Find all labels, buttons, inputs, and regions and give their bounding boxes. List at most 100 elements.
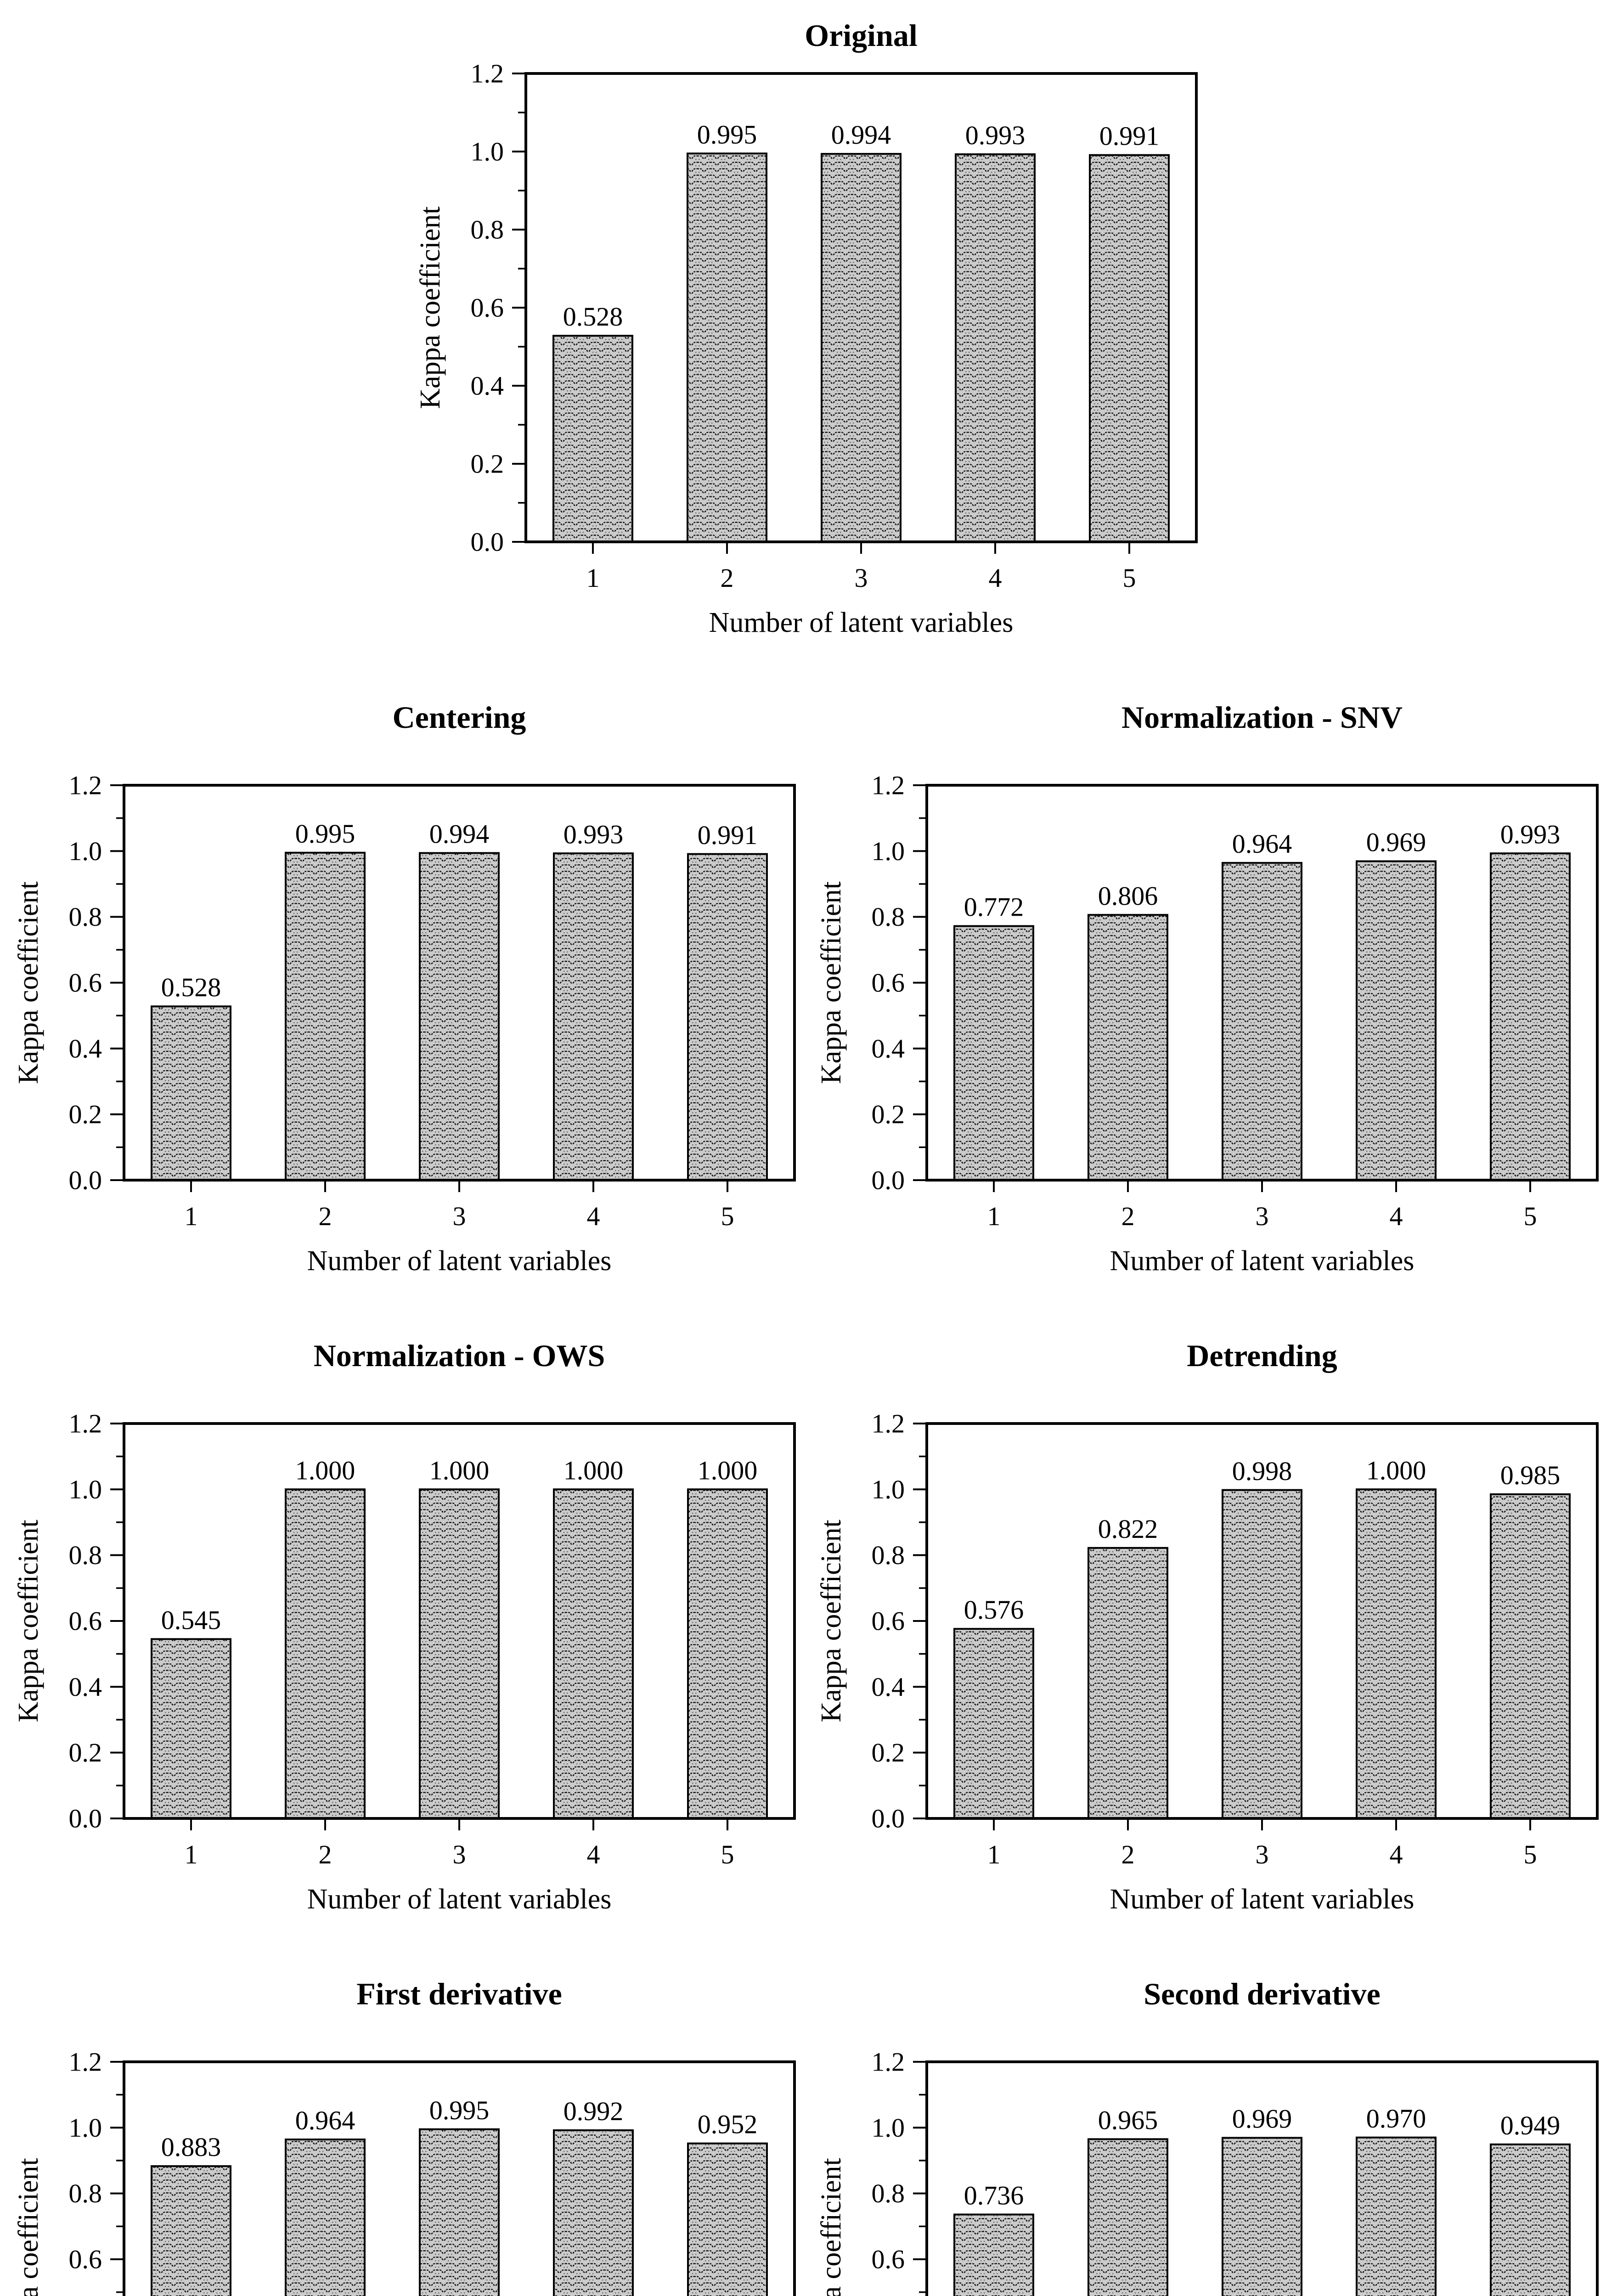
y-tick-label: 0.2 <box>69 1099 102 1129</box>
bar-value-label: 1.000 <box>1366 1455 1426 1485</box>
bar-chart-svg: Original 0.528 0.995 0.994 0.993 0.991 0.0 0.2 0… <box>415 18 1198 638</box>
y-tick-label: 0.8 <box>69 2178 102 2208</box>
y-tick-label: 1.0 <box>69 2113 102 2143</box>
bar-value-label: 0.806 <box>1098 881 1158 911</box>
y-tick-label: 1.2 <box>470 59 504 89</box>
y-tick-label: 0.2 <box>872 1099 905 1129</box>
bar-lv5 <box>687 853 768 1181</box>
bar-value-label: 0.991 <box>1099 121 1159 151</box>
y-tick-label: 1.2 <box>69 771 102 800</box>
y-tick-label: 0.6 <box>69 1606 102 1636</box>
y-tick-label: 1.0 <box>69 1474 102 1504</box>
y-tick-label: 0.0 <box>69 1804 102 1834</box>
chart-centering: Centering 0.528 0.995 0.994 0.993 0.991 0.0 0.2… <box>0 638 803 1277</box>
bar-value-label: 0.964 <box>295 2105 355 2135</box>
x-tick-label: 1 <box>586 563 599 593</box>
bar-lv5 <box>1490 1493 1571 1820</box>
chart-title: Normalization - OWS <box>314 1338 605 1373</box>
x-tick-label: 1 <box>987 1201 1001 1231</box>
bar-lv5 <box>1490 2143 1571 2296</box>
x-tick-label: 3 <box>854 563 868 593</box>
bar-value-label: 1.000 <box>564 1455 624 1485</box>
bar-value-label: 0.993 <box>564 819 624 849</box>
bar-lv5 <box>1088 154 1170 543</box>
x-axis-label: Number of latent variables <box>709 607 1013 638</box>
bar-lv3 <box>1222 2137 1302 2296</box>
bar-lv4 <box>553 852 634 1182</box>
chart-row-1: Original 0.528 0.995 0.994 0.993 0.991 0.0 0.2 0… <box>0 0 1606 638</box>
x-tick-label: 2 <box>319 1840 332 1869</box>
bar-value-label: 0.991 <box>698 820 758 850</box>
y-tick-label: 0.0 <box>872 1804 905 1834</box>
chart-detrending: Detrending 0.576 0.822 0.998 1.000 0.985 0.0 0.… <box>803 1277 1606 1915</box>
bar-lv2 <box>285 851 366 1181</box>
bar-lv1 <box>151 2165 231 2296</box>
bar-lv1 <box>151 1005 231 1181</box>
x-tick-label: 1 <box>185 1201 198 1231</box>
bar-lv2 <box>1088 1547 1168 1819</box>
y-tick-label: 0.8 <box>69 1540 102 1570</box>
bar-lv1 <box>953 1628 1034 1819</box>
x-tick-label: 1 <box>987 1840 1001 1869</box>
x-tick-label: 2 <box>319 1201 332 1231</box>
chart-title: Normalization - SNV <box>1121 700 1403 735</box>
y-axis-label: Kappa coefficient <box>13 2158 44 2296</box>
y-tick-label: 0.6 <box>69 968 102 998</box>
chart-row-3: Normalization - OWS 0.545 1.000 1.000 1.000 1… <box>0 1277 1606 1915</box>
bar-lv1 <box>151 1638 231 1820</box>
bar-lv4 <box>1356 2136 1437 2296</box>
bar-value-label: 0.969 <box>1232 2104 1292 2134</box>
bar-value-label: 0.576 <box>964 1595 1024 1625</box>
bar-value-label: 0.822 <box>1098 1514 1158 1544</box>
x-tick-label: 4 <box>587 1840 600 1869</box>
y-tick-label: 0.6 <box>872 968 905 998</box>
chart-title: Detrending <box>1187 1338 1337 1373</box>
x-tick-label: 3 <box>453 1840 466 1869</box>
y-axis-label: Kappa coefficient <box>816 881 847 1084</box>
bar-value-label: 0.965 <box>1098 2105 1158 2135</box>
y-tick-label: 1.2 <box>872 2047 905 2077</box>
y-tick-label: 0.8 <box>872 902 905 932</box>
y-tick-label: 1.2 <box>69 2047 102 2077</box>
chart-title: Second derivative <box>1144 1976 1381 2011</box>
y-tick-label: 0.4 <box>470 371 504 401</box>
y-tick-label: 0.4 <box>69 1034 102 1064</box>
chart-row-4: First derivative 0.883 0.964 0.995 0.992 0.95… <box>0 1915 1606 2296</box>
y-tick-label: 1.0 <box>470 137 504 167</box>
bar-value-label: 0.528 <box>161 973 221 1002</box>
x-tick-label: 2 <box>1121 1201 1135 1231</box>
chart-title: Centering <box>393 700 526 735</box>
x-axis-label: Number of latent variables <box>1110 1245 1414 1277</box>
bar-value-label: 0.952 <box>698 2110 758 2139</box>
x-axis-label: Number of latent variables <box>307 1884 612 1915</box>
bar-value-label: 0.985 <box>1500 1460 1561 1490</box>
x-tick-label: 5 <box>1524 1201 1537 1231</box>
x-tick-label: 4 <box>587 1201 600 1231</box>
bar-value-label: 0.883 <box>161 2132 221 2162</box>
x-tick-label: 2 <box>1121 1840 1135 1869</box>
x-tick-label: 2 <box>720 563 733 593</box>
y-tick-label: 1.0 <box>872 1474 905 1504</box>
bar-lv2 <box>1088 914 1168 1181</box>
bar-chart-svg: Normalization - SNV 0.772 0.806 0.964 0.969 0… <box>816 700 1599 1277</box>
x-tick-label: 3 <box>1256 1201 1269 1231</box>
bar-chart-svg: Normalization - OWS 0.545 1.000 1.000 1.000 1… <box>13 1338 796 1915</box>
bar-value-label: 0.969 <box>1366 827 1426 857</box>
y-tick-label: 0.0 <box>69 1165 102 1195</box>
bar-lv2 <box>1088 2138 1168 2296</box>
bar-lv4 <box>553 2129 634 2296</box>
y-tick-label: 0.0 <box>470 527 504 557</box>
bar-value-label: 0.964 <box>1232 829 1292 859</box>
bar-value-label: 1.000 <box>698 1455 758 1485</box>
bar-lv3 <box>419 1488 500 1820</box>
bar-value-label: 0.772 <box>964 892 1024 922</box>
y-tick-label: 0.6 <box>69 2245 102 2274</box>
y-axis-label: Kappa coefficient <box>13 881 44 1084</box>
bar-value-label: 0.736 <box>964 2181 1024 2211</box>
bar-lv3 <box>820 153 902 543</box>
y-tick-label: 1.0 <box>872 836 905 866</box>
y-tick-label: 0.6 <box>470 293 504 323</box>
bar-value-label: 0.995 <box>697 119 757 149</box>
x-axis-label: Number of latent variables <box>307 1245 612 1277</box>
